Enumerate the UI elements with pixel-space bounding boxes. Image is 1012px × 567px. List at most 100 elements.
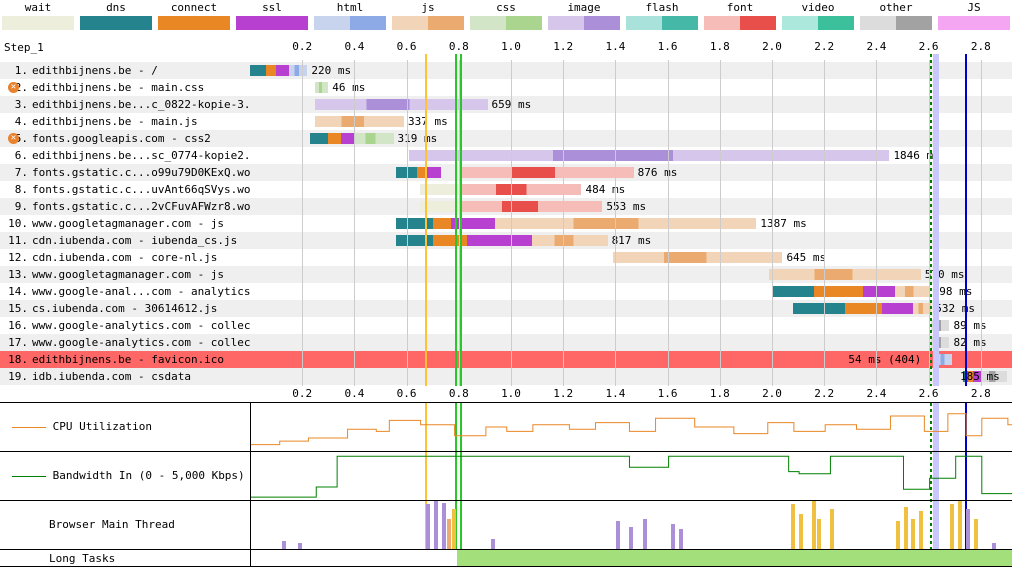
request-number: 9.: [14, 200, 28, 213]
legend-item-image: image: [548, 0, 620, 34]
gridline: [459, 60, 460, 386]
request-number: 19.: [8, 370, 28, 383]
request-label[interactable]: 9. fonts.gstatic.c...2vCFuvAFWzr8.woff2: [0, 198, 250, 215]
legend-swatch-accent: [662, 16, 698, 30]
request-url: fonts.gstatic.c...2vCFuvAFWzr8.woff2: [32, 200, 250, 213]
request-bar-js: [612, 252, 783, 263]
request-row[interactable]: 7. fonts.gstatic.c...o99u79D0KExQ.woff2 87…: [0, 164, 1012, 181]
request-row[interactable]: 6. edithbijnens.be...sc_0774-kopie2.jpg 18…: [0, 147, 1012, 164]
main-thread-spike: [903, 507, 908, 549]
legend-item-js: js: [392, 0, 464, 34]
request-bar-dns: [962, 371, 968, 382]
request-label[interactable]: 18. edithbijnens.be - favicon.ico: [0, 351, 250, 368]
request-label[interactable]: 8. fonts.gstatic.c...uvAnt66qSVys.woff2: [0, 181, 250, 198]
request-label[interactable]: 6. edithbijnens.be...sc_0774-kopie2.jpg: [0, 147, 250, 164]
panel-separator: [0, 500, 1012, 501]
main-thread-spike: [992, 543, 997, 549]
bandwidth-legend: Bandwidth In (0 - 5,000 Kbps): [12, 469, 245, 482]
main-thread-spike: [812, 501, 817, 549]
request-row[interactable]: 11. cdn.iubenda.com - iubenda_cs.js 817 ms: [0, 232, 1012, 249]
request-row[interactable]: 3. edithbijnens.be...c_0822-kopie-3.jpg 65…: [0, 96, 1012, 113]
panel-separator: [0, 451, 1012, 452]
request-label[interactable]: 7. fonts.gstatic.c...o99u79D0KExQ.woff2: [0, 164, 250, 181]
request-label[interactable]: 4. edithbijnens.be - main.js: [0, 113, 250, 130]
main-thread-spike: [441, 503, 446, 549]
request-bar-css: [315, 82, 329, 93]
legend-swatch-accent: [818, 16, 854, 30]
legend-swatch-accent: [584, 16, 620, 30]
main-thread-spike: [799, 514, 804, 549]
request-bar-ssl: [881, 303, 913, 314]
request-label[interactable]: 10. www.googletagmanager.com - js: [0, 215, 250, 232]
request-row[interactable]: 5. fonts.googleapis.com - css2 ✕ 319 ms: [0, 130, 1012, 147]
cpu-legend: CPU Utilization: [12, 420, 152, 433]
request-duration: 89 ms: [953, 319, 987, 332]
main-thread-spike: [671, 524, 676, 549]
main-thread-chart: [251, 501, 1012, 549]
request-number: 16.: [8, 319, 28, 332]
request-url: www.google-analytics.com - collect: [32, 319, 250, 332]
timing-marker: [930, 54, 933, 386]
request-bar-wait: [419, 201, 459, 212]
legend-label: connect: [170, 1, 218, 14]
request-duration: 553 ms: [606, 200, 647, 213]
request-row[interactable]: 9. fonts.gstatic.c...2vCFuvAFWzr8.woff2 55…: [0, 198, 1012, 215]
request-label[interactable]: 14. www.google-anal...com - analytics.js: [0, 283, 250, 300]
request-row[interactable]: 12. cdn.iubenda.com - core-nl.js 645 ms: [0, 249, 1012, 266]
request-row[interactable]: 16. www.google-analytics.com - collect 89 …: [0, 317, 1012, 334]
request-url: www.googletagmanager.com - js: [32, 217, 225, 230]
legend-item-dns: dns: [80, 0, 152, 34]
request-number: 10.: [8, 217, 28, 230]
legend-swatch-accent: [506, 16, 542, 30]
axis-tick-label: 0.4: [344, 387, 365, 400]
request-number: 6.: [14, 149, 28, 162]
axis-tick-label: 1.6: [657, 40, 678, 53]
request-label[interactable]: 11. cdn.iubenda.com - iubenda_cs.js: [0, 232, 250, 249]
axis-tick-label: 2.6: [918, 387, 939, 400]
request-row[interactable]: 19. idb.iubenda.com - csdata 185 ms: [0, 368, 1012, 385]
request-row[interactable]: 2. edithbijnens.be - main.css ✕ 46 ms: [0, 79, 1012, 96]
cpu-line: [251, 413, 1012, 446]
request-label[interactable]: 19. idb.iubenda.com - csdata: [0, 368, 250, 385]
request-row[interactable]: 17. www.google-analytics.com - collect 82 …: [0, 334, 1012, 351]
request-label[interactable]: 16. www.google-analytics.com - collect: [0, 317, 250, 334]
request-row[interactable]: 15. cs.iubenda.com - 30614612.js 532 ms: [0, 300, 1012, 317]
request-number: 17.: [8, 336, 28, 349]
request-row[interactable]: 10. www.googletagmanager.com - js 1387 ms: [0, 215, 1012, 232]
axis-tick-label: 1.4: [605, 387, 626, 400]
legend-item-wait: wait: [2, 0, 74, 34]
main-thread-spike: [629, 527, 634, 549]
axis-tick-label: 2.0: [762, 40, 782, 53]
legend-item-html: html: [314, 0, 386, 34]
request-label[interactable]: 1. edithbijnens.be - /: [0, 62, 250, 79]
request-label[interactable]: 3. edithbijnens.be...c_0822-kopie-3.jpg: [0, 96, 250, 113]
request-url: cdn.iubenda.com - iubenda_cs.js: [32, 234, 238, 247]
request-duration: 319 ms: [397, 132, 438, 145]
request-bar-other: [931, 320, 950, 331]
legend-item-video: video: [782, 0, 854, 34]
request-row[interactable]: 1. edithbijnens.be - / 220 ms: [0, 62, 1012, 79]
legend-swatch-accent: [428, 16, 464, 30]
request-label[interactable]: 15. cs.iubenda.com - 30614612.js: [0, 300, 250, 317]
request-url: www.googletagmanager.com - js: [32, 268, 225, 281]
request-row[interactable]: 13. www.googletagmanager.com - js 570 ms: [0, 266, 1012, 283]
request-number: 12.: [8, 251, 28, 264]
request-label[interactable]: 2. edithbijnens.be - main.css: [0, 79, 250, 96]
request-label[interactable]: 13. www.googletagmanager.com - js: [0, 266, 250, 283]
legend-swatch: [158, 16, 230, 30]
request-bar-connect: [328, 133, 342, 144]
request-label[interactable]: 17. www.google-analytics.com - collect: [0, 334, 250, 351]
request-bar-connect: [432, 235, 467, 246]
gridline: [615, 60, 616, 386]
axis-tick-label: 0.2: [292, 40, 313, 53]
request-row[interactable]: 14. www.google-anal...com - analytics.js 5…: [0, 283, 1012, 300]
request-label[interactable]: 5. fonts.googleapis.com - css2: [0, 130, 250, 147]
gridline: [668, 60, 669, 386]
request-row[interactable]: 18. edithbijnens.be - favicon.ico 54 ms (4…: [0, 351, 1012, 368]
request-bar-dns: [396, 167, 418, 178]
request-bar-js: [315, 116, 404, 127]
request-row[interactable]: 4. edithbijnens.be - main.js 337 ms: [0, 113, 1012, 130]
axis-tick-label: 2.2: [814, 387, 835, 400]
request-row[interactable]: 8. fonts.gstatic.c...uvAnt66qSVys.woff2 48…: [0, 181, 1012, 198]
request-label[interactable]: 12. cdn.iubenda.com - core-nl.js: [0, 249, 250, 266]
